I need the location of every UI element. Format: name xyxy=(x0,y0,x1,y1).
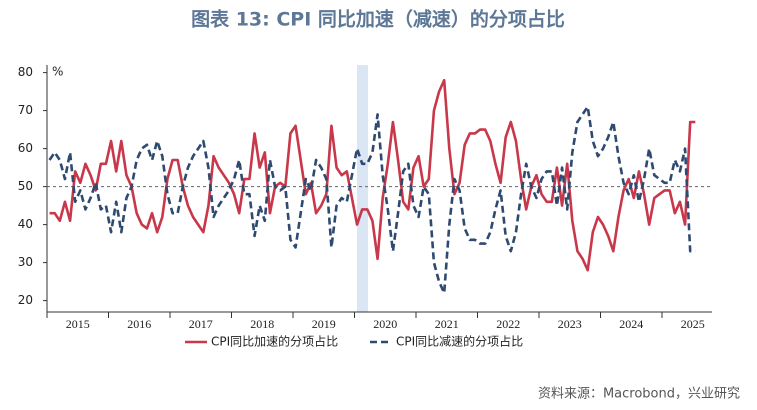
x-tick-label: 2023 xyxy=(558,317,582,331)
x-tick-label: 2018 xyxy=(250,317,274,331)
y-unit: % xyxy=(52,65,63,79)
y-tick-label: 70 xyxy=(18,103,33,117)
x-tick-label: 2024 xyxy=(619,317,643,331)
series-line xyxy=(49,78,696,272)
x-tick-label: 2016 xyxy=(127,317,151,331)
x-tick-label: 2025 xyxy=(681,317,705,331)
x-tick-label: 2019 xyxy=(312,317,336,331)
x-tick-label: 2022 xyxy=(496,317,520,331)
highlight-band xyxy=(357,65,368,312)
x-tick-label: 2020 xyxy=(373,317,397,331)
x-tick-label: 2021 xyxy=(435,317,459,331)
y-tick-label: 60 xyxy=(18,141,33,155)
series-line xyxy=(48,105,696,295)
source: 资料来源：Macrobond，兴业研究 xyxy=(538,387,740,402)
legend-label: CPI同比减速的分项占比 xyxy=(396,334,523,349)
y-tick-label: 40 xyxy=(18,217,33,231)
y-tick-label: 50 xyxy=(18,179,33,193)
chart-title: 图表 13: CPI 同比加速（减速）的分项占比 xyxy=(191,8,565,31)
x-tick-label: 2015 xyxy=(66,317,90,331)
y-tick-label: 30 xyxy=(18,255,33,269)
y-tick-label: 20 xyxy=(18,293,33,307)
x-tick-label: 2017 xyxy=(189,317,213,331)
legend-label: CPI同比加速的分项占比 xyxy=(211,334,338,349)
y-tick-label: 80 xyxy=(18,65,33,79)
